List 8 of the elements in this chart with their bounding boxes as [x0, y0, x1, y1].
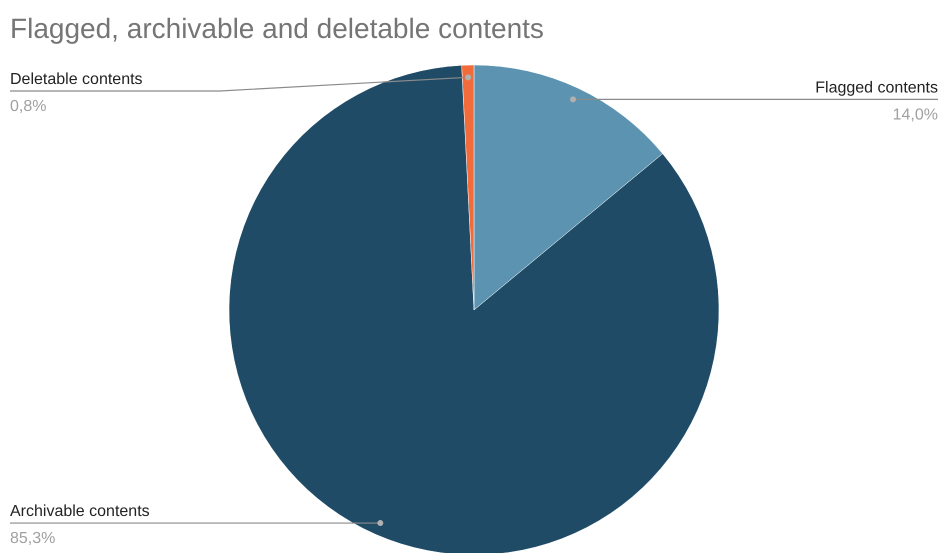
data-label: 0,8%	[10, 98, 46, 115]
slice-label: Deletable contents	[10, 71, 143, 88]
chart-title: Flagged, archivable and deletable contents	[10, 13, 544, 44]
pie-slice	[228, 65, 719, 553]
slice-label: Flagged contents	[815, 79, 938, 96]
data-label: 85,3%	[10, 530, 56, 548]
data-label: 14,0%	[892, 106, 938, 124]
slice-label: Archivable contents	[10, 503, 150, 520]
